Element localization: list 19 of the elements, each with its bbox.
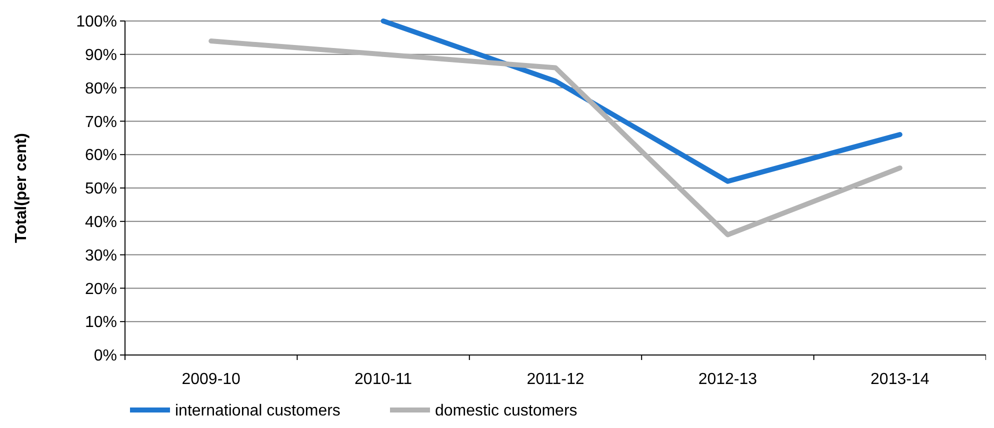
y-tick-label: 70% xyxy=(84,114,117,131)
legend-label: domestic customers xyxy=(435,402,578,420)
x-tick-label: 2011-12 xyxy=(526,371,584,388)
x-tick-label: 2010-11 xyxy=(354,371,412,388)
x-tick-label: 2009-10 xyxy=(182,371,241,388)
y-tick-label: 90% xyxy=(84,47,117,64)
y-tick-label: 30% xyxy=(84,247,117,264)
y-axis-title: Total(per cent) xyxy=(13,133,30,243)
y-tick-label: 0% xyxy=(94,348,117,365)
y-tick-label: 80% xyxy=(84,80,117,98)
y-tick-label: 20% xyxy=(84,280,117,298)
legend-label: international customers xyxy=(175,402,340,420)
y-tick-label: 60% xyxy=(84,147,117,164)
y-tick-label: 50% xyxy=(84,180,117,198)
y-tick-label: 10% xyxy=(84,314,117,332)
x-tick-label: 2013-14 xyxy=(870,371,930,388)
y-tick-label: 40% xyxy=(84,214,117,231)
y-tick-label: 100% xyxy=(76,14,117,31)
x-tick-label: 2012-13 xyxy=(698,371,758,388)
